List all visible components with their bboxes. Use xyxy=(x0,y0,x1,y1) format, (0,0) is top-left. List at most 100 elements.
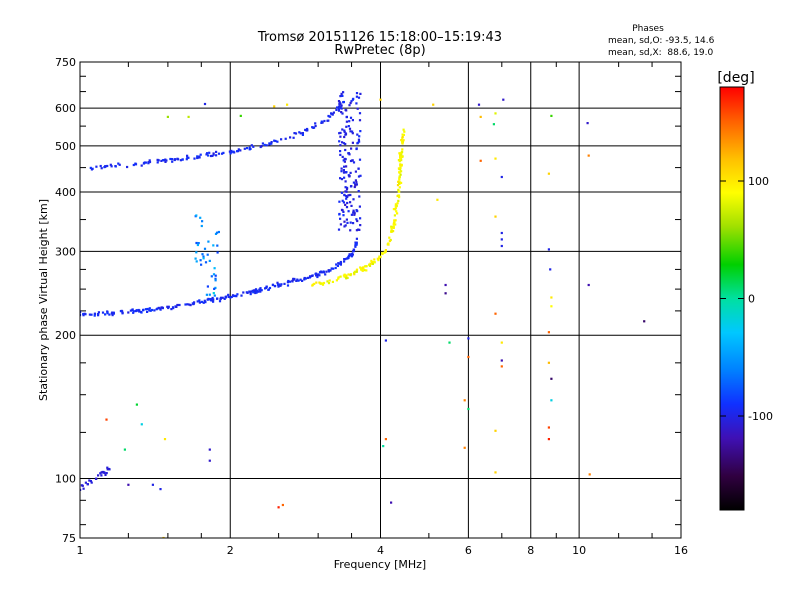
echo-point xyxy=(448,341,451,344)
echo-point xyxy=(368,263,371,266)
echo-point xyxy=(346,221,349,224)
echo-point xyxy=(343,260,346,263)
echo-point xyxy=(359,266,362,269)
echo-point xyxy=(359,217,362,220)
echo-point xyxy=(248,290,251,293)
echo-point xyxy=(347,256,350,259)
echo-point xyxy=(345,257,348,260)
echo-point xyxy=(547,361,550,364)
echo-point xyxy=(228,150,231,153)
echo-point xyxy=(345,197,348,200)
echo-point xyxy=(196,243,199,247)
echo-point xyxy=(313,126,316,129)
echo-point xyxy=(349,201,352,204)
echo-point xyxy=(294,132,298,135)
echo-point xyxy=(106,164,109,168)
echo-point xyxy=(358,205,361,208)
y-tick-label: 75 xyxy=(62,532,76,545)
echo-point xyxy=(207,298,211,301)
echo-point xyxy=(197,156,200,159)
echo-point xyxy=(348,120,351,123)
echo-point xyxy=(345,274,348,277)
echo-point xyxy=(90,168,93,171)
echo-point xyxy=(355,237,358,240)
echo-point xyxy=(365,265,368,268)
echo-point xyxy=(194,257,197,260)
echo-point xyxy=(338,132,341,135)
echo-point xyxy=(202,301,205,304)
echo-point xyxy=(104,473,107,476)
echo-point xyxy=(331,280,334,283)
echo-point xyxy=(186,154,189,157)
echo-point xyxy=(97,311,100,314)
echo-point xyxy=(347,254,350,257)
echo-point xyxy=(289,136,292,139)
echo-point xyxy=(392,223,395,226)
echo-point xyxy=(337,276,340,279)
echo-point xyxy=(278,284,282,287)
echo-point xyxy=(178,303,181,307)
echo-point xyxy=(260,289,263,292)
echo-point xyxy=(357,228,360,231)
echo-point xyxy=(354,245,357,248)
echo-point xyxy=(165,159,168,162)
echo-point xyxy=(157,159,160,162)
echo-point xyxy=(340,107,343,110)
echo-point xyxy=(189,304,192,307)
echo-point xyxy=(229,152,232,155)
echo-point xyxy=(347,194,350,197)
echo-point xyxy=(335,279,338,282)
echo-point xyxy=(105,472,108,475)
echo-point xyxy=(587,283,590,287)
echo-point xyxy=(144,308,148,311)
echo-point xyxy=(313,282,316,285)
echo-point xyxy=(547,438,550,441)
echo-point xyxy=(214,286,217,289)
echo-point xyxy=(273,285,276,288)
echo-point xyxy=(479,115,482,118)
echo-point xyxy=(105,418,108,421)
echo-point xyxy=(156,158,159,161)
echo-point xyxy=(208,259,211,262)
echo-point xyxy=(371,262,374,265)
echo-point xyxy=(397,199,400,202)
echo-point xyxy=(233,294,236,298)
echo-point xyxy=(343,220,346,223)
echo-point xyxy=(550,377,553,380)
echo-point xyxy=(303,276,306,280)
echo-point xyxy=(188,303,191,306)
echo-point xyxy=(156,307,159,310)
echo-point xyxy=(293,277,296,281)
echo-point xyxy=(339,177,342,180)
x-tick-label: 6 xyxy=(465,544,472,557)
echo-point xyxy=(249,291,252,294)
echo-point xyxy=(315,274,318,277)
echo-point xyxy=(252,291,255,294)
echo-point xyxy=(259,289,262,292)
echo-point xyxy=(166,115,169,118)
echo-point xyxy=(192,302,195,305)
echo-point xyxy=(477,103,481,106)
echo-point xyxy=(335,263,338,266)
echo-point xyxy=(361,269,364,272)
echo-point xyxy=(162,159,165,162)
echo-point xyxy=(288,280,292,283)
echo-point xyxy=(214,274,217,277)
echo-point xyxy=(250,144,253,147)
echo-point xyxy=(304,277,307,280)
x-tick-label: 4 xyxy=(377,544,384,557)
echo-point xyxy=(341,155,344,158)
echo-point xyxy=(387,243,390,246)
echo-point xyxy=(550,305,553,308)
echo-point xyxy=(119,310,122,313)
echo-point xyxy=(173,158,176,161)
echo-point xyxy=(236,293,239,296)
echo-point xyxy=(339,275,342,278)
echo-point xyxy=(135,403,138,406)
echo-point xyxy=(346,201,349,205)
echo-point xyxy=(343,275,346,278)
echo-point xyxy=(400,159,403,162)
echo-point xyxy=(342,91,345,94)
echo-point xyxy=(99,472,102,475)
echo-point xyxy=(494,215,497,218)
